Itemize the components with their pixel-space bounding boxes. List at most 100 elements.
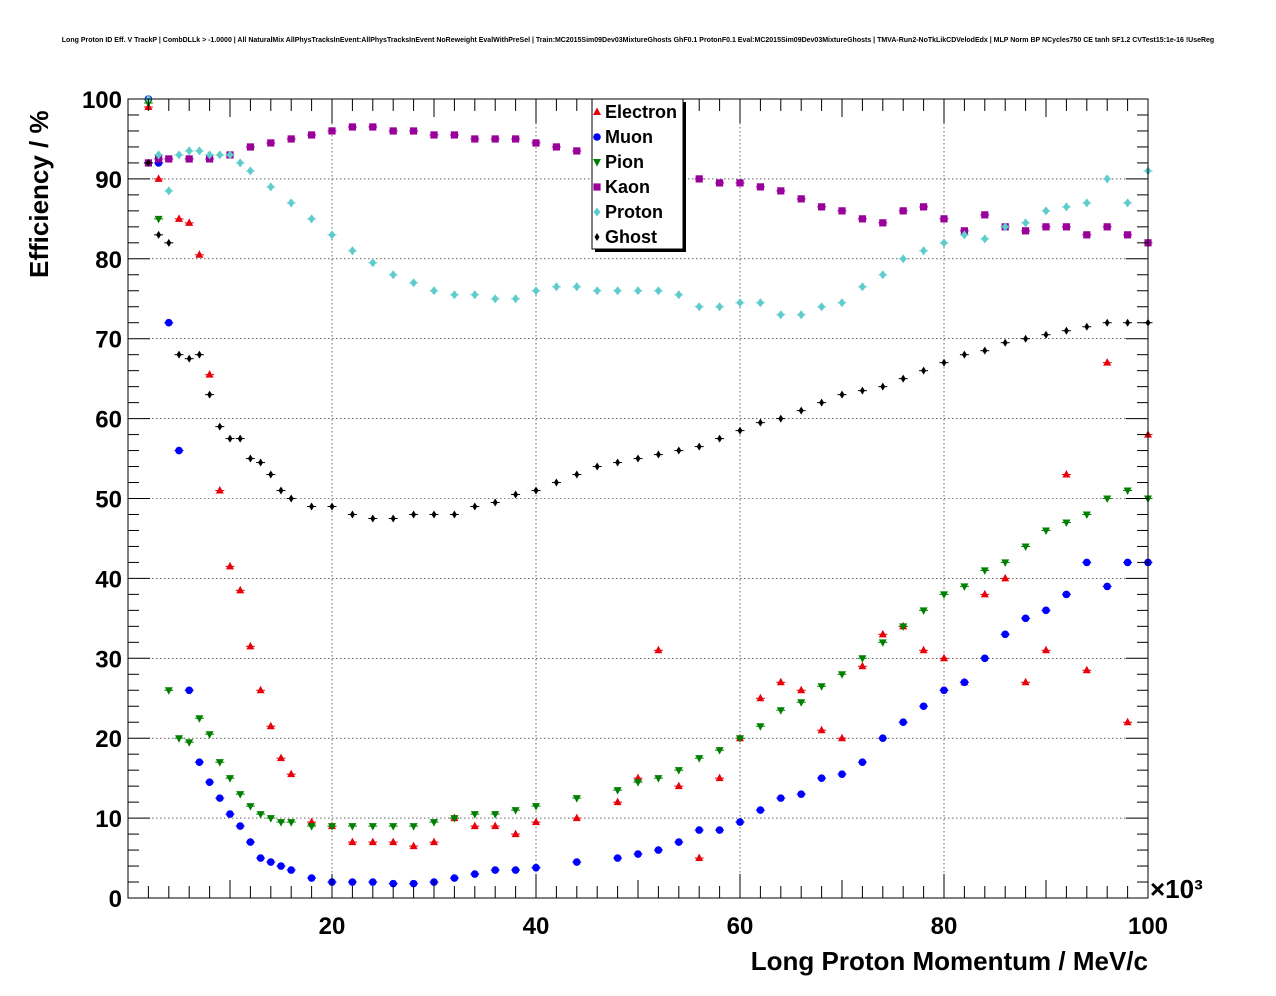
data-point-proton	[328, 230, 336, 240]
series-proton	[143, 94, 1153, 320]
data-point-kaon	[450, 131, 458, 139]
data-point-pion	[450, 815, 459, 823]
legend-box	[591, 98, 684, 250]
data-point-pion	[511, 807, 520, 815]
data-point-proton	[1124, 198, 1132, 208]
data-point-muon	[287, 866, 296, 874]
chart-title: Long Proton ID Eff. V TrackP | CombDLLk …	[62, 37, 1214, 44]
data-point-proton	[532, 286, 540, 296]
data-point-pion	[940, 591, 948, 599]
data-point-pion	[287, 819, 296, 827]
data-point-kaon	[430, 131, 438, 139]
x-tick-label: 20	[319, 913, 346, 940]
data-point-proton	[1022, 218, 1030, 228]
data-point-proton	[155, 150, 163, 160]
data-point-proton	[450, 290, 458, 300]
data-point-muon	[175, 446, 183, 455]
data-point-ghost	[819, 398, 825, 407]
data-point-ghost	[329, 502, 335, 511]
data-point-kaon	[328, 127, 336, 135]
data-point-electron	[1103, 358, 1112, 366]
data-point-pion	[1082, 511, 1091, 519]
data-point-muon	[858, 758, 867, 766]
data-point-electron	[246, 641, 255, 650]
data-point-muon	[307, 874, 316, 882]
data-point-pion	[195, 715, 204, 723]
data-point-pion	[1123, 487, 1132, 496]
data-point-pion	[858, 655, 867, 663]
legend-marker-proton	[593, 207, 601, 217]
data-point-proton	[654, 286, 662, 296]
data-point-proton	[981, 234, 989, 244]
data-point-kaon	[348, 123, 356, 131]
data-point-pion	[175, 735, 183, 743]
data-point-muon	[695, 826, 703, 834]
legend-marker-ghost	[594, 233, 600, 241]
data-point-electron	[1062, 470, 1071, 478]
data-point-electron	[1021, 677, 1030, 686]
data-point-pion	[838, 671, 846, 679]
y-tick-label: 60	[95, 407, 122, 434]
x-tick-label: 40	[523, 913, 550, 940]
data-point-muon	[185, 686, 193, 695]
x-tick-label: 100	[1128, 913, 1168, 940]
legend-label: Ghost	[605, 227, 657, 247]
data-point-pion	[1021, 543, 1030, 551]
data-point-electron	[797, 685, 806, 694]
data-point-kaon	[1124, 231, 1132, 239]
data-point-proton	[818, 302, 826, 312]
data-point-muon	[1042, 606, 1050, 615]
data-point-muon	[1062, 590, 1071, 599]
data-point-electron	[409, 841, 418, 850]
data-point-proton	[308, 214, 316, 224]
data-point-electron	[430, 837, 438, 846]
data-point-muon	[409, 879, 418, 888]
data-point-muon	[1001, 630, 1009, 639]
data-point-ghost	[961, 350, 967, 359]
data-point-kaon	[308, 131, 316, 139]
data-point-electron	[817, 725, 826, 734]
y-tick-label: 30	[95, 646, 122, 673]
data-point-pion	[919, 607, 928, 615]
data-point-muon	[277, 862, 285, 870]
data-point-muon	[1123, 558, 1132, 567]
data-point-ghost	[309, 502, 315, 511]
data-point-proton	[287, 198, 295, 208]
legend: Electron Muon Pion Kaon Proton Ghost	[591, 98, 686, 252]
data-point-pion	[674, 767, 683, 775]
data-point-electron	[1001, 573, 1010, 582]
data-point-kaon	[287, 135, 295, 143]
data-point-pion	[1001, 559, 1010, 567]
data-point-proton	[899, 254, 907, 264]
data-point-electron	[154, 174, 163, 182]
data-point-proton	[797, 310, 805, 320]
data-point-electron	[470, 821, 479, 830]
data-point-ghost	[370, 514, 376, 523]
data-point-muon	[369, 878, 377, 886]
data-point-muon	[715, 826, 724, 834]
data-point-ghost	[900, 374, 906, 383]
series-muon	[143, 95, 1153, 888]
data-point-electron	[1082, 665, 1091, 674]
data-point-pion	[980, 567, 989, 575]
data-point-pion	[878, 639, 887, 647]
data-point-pion	[776, 707, 785, 715]
data-point-ghost	[533, 486, 539, 495]
data-point-pion	[1042, 527, 1050, 535]
data-point-muon	[838, 770, 846, 778]
data-point-proton	[573, 282, 581, 292]
data-point-muon	[899, 718, 907, 727]
data-point-proton	[960, 230, 968, 240]
data-point-ghost	[982, 346, 988, 355]
data-point-ghost	[1043, 330, 1049, 339]
data-point-muon	[256, 854, 265, 862]
data-point-muon	[205, 778, 214, 786]
data-point-electron	[613, 797, 622, 806]
data-point-ghost	[717, 434, 723, 443]
data-point-pion	[348, 823, 357, 831]
data-point-electron	[266, 721, 275, 730]
data-point-kaon	[552, 143, 560, 151]
data-point-electron	[511, 829, 520, 838]
data-point-proton	[1083, 198, 1091, 208]
data-point-pion	[430, 819, 438, 827]
